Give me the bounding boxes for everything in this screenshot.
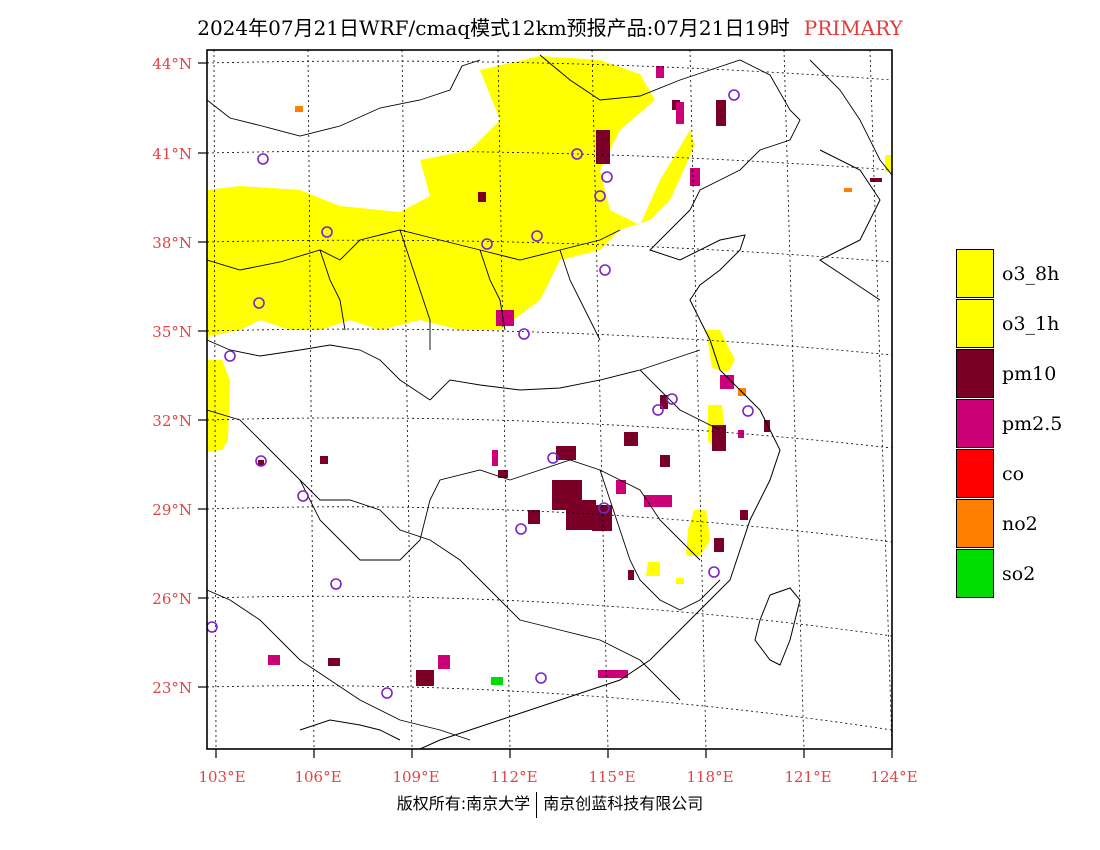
- lat-label: 23°N: [152, 679, 192, 697]
- lat-label: 26°N: [152, 590, 192, 608]
- legend-item-pm10: pm10: [956, 349, 1100, 399]
- lat-label: 41°N: [152, 145, 192, 163]
- legend-label: o3_1h: [1002, 313, 1060, 335]
- station-circle-icon[interactable]: [518, 328, 530, 340]
- station-circle-icon[interactable]: [571, 148, 583, 160]
- footer-divider: [536, 791, 538, 818]
- title-text: 2024年07月21日WRF/cmaq模式12km预报产品:07月21日19时: [197, 16, 790, 40]
- legend-item-o3-1h: o3_1h: [956, 299, 1100, 349]
- monitoring-stations: [207, 89, 754, 699]
- station-circle-icon[interactable]: [728, 89, 740, 101]
- legend-swatch: [956, 299, 994, 348]
- map-title: 2024年07月21日WRF/cmaq模式12km预报产品:07月21日19时 P…: [0, 12, 1100, 41]
- station-circle-icon[interactable]: [481, 238, 493, 250]
- station-circle-icon[interactable]: [598, 502, 610, 514]
- station-circle-icon[interactable]: [381, 687, 393, 699]
- legend-label: pm10: [1002, 363, 1057, 385]
- station-circle-icon[interactable]: [708, 566, 720, 578]
- lat-label: 44°N: [152, 55, 192, 73]
- copyright-left: 版权所有:南京大学: [396, 794, 531, 813]
- station-circle-icon[interactable]: [599, 264, 611, 276]
- station-circle-icon[interactable]: [535, 672, 547, 684]
- legend-item-no2: no2: [956, 499, 1100, 549]
- lat-label: 35°N: [152, 323, 192, 341]
- station-circle-icon[interactable]: [666, 393, 678, 405]
- lon-label: 118°E: [686, 768, 733, 786]
- station-circle-icon[interactable]: [207, 621, 218, 633]
- graticule: [207, 50, 892, 749]
- lat-label: 38°N: [152, 234, 192, 252]
- station-circle-icon[interactable]: [257, 153, 269, 165]
- legend-label: o3_8h: [1002, 263, 1060, 285]
- lon-label: 106°E: [294, 768, 341, 786]
- station-circle-icon[interactable]: [742, 405, 754, 417]
- pollutant-tag: PRIMARY: [803, 16, 903, 40]
- legend-item-pm25: pm2.5: [956, 399, 1100, 449]
- legend-item-so2: so2: [956, 549, 1100, 599]
- legend-label: pm2.5: [1002, 413, 1063, 435]
- station-circle-icon[interactable]: [594, 190, 606, 202]
- station-circle-icon[interactable]: [601, 171, 613, 183]
- latitude-labels: 44°N 41°N 38°N 35°N 32°N 29°N 26°N 23°N: [152, 55, 192, 697]
- station-circle-icon[interactable]: [253, 297, 265, 309]
- pm10-exceedance-areas: [258, 100, 882, 686]
- station-circle-icon[interactable]: [652, 404, 664, 416]
- lon-label: 124°E: [870, 768, 917, 786]
- pollutant-legend: o3_8h o3_1h pm10 pm2.5 co no2 so2: [956, 249, 1100, 599]
- lat-label: 32°N: [152, 412, 192, 430]
- station-circle-icon[interactable]: [547, 452, 559, 464]
- o3-exceedance-areas: [207, 56, 892, 584]
- station-circle-icon[interactable]: [330, 578, 342, 590]
- station-circle-icon[interactable]: [321, 226, 333, 238]
- lon-label: 115°E: [588, 768, 635, 786]
- map-frame: [206, 49, 893, 750]
- legend-swatch: [956, 499, 994, 548]
- copyright-footer: 版权所有:南京大学 南京创蓝科技有限公司: [0, 790, 1100, 818]
- legend-swatch: [956, 349, 994, 398]
- axis-ticks: [198, 62, 893, 758]
- pm25-exceedance-areas: [268, 66, 744, 678]
- so2-exceedance-areas: [491, 677, 503, 685]
- station-circle-icon[interactable]: [224, 350, 236, 362]
- lon-label: 112°E: [490, 768, 537, 786]
- copyright-right: 南京创蓝科技有限公司: [543, 794, 704, 813]
- province-borders: [207, 54, 892, 741]
- lat-label: 29°N: [152, 501, 192, 519]
- coastline: [299, 149, 881, 749]
- legend-item-o3-8h: o3_8h: [956, 249, 1100, 299]
- lon-label: 103°E: [198, 768, 245, 786]
- legend-swatch: [956, 449, 994, 498]
- legend-label: so2: [1002, 563, 1036, 585]
- longitude-labels: 103°E 106°E 109°E 112°E 115°E 118°E 121°…: [198, 768, 917, 786]
- legend-label: co: [1002, 463, 1025, 485]
- station-circle-icon[interactable]: [255, 455, 267, 467]
- legend-swatch: [956, 399, 994, 448]
- legend-label: no2: [1002, 513, 1038, 535]
- station-circle-icon[interactable]: [297, 490, 309, 502]
- station-circle-icon[interactable]: [531, 230, 543, 242]
- lon-label: 121°E: [784, 768, 831, 786]
- legend-swatch: [956, 549, 994, 598]
- station-circle-icon[interactable]: [515, 523, 527, 535]
- legend-item-co: co: [956, 449, 1100, 499]
- map-content: [207, 50, 892, 749]
- lon-label: 109°E: [392, 768, 439, 786]
- legend-swatch: [956, 249, 994, 298]
